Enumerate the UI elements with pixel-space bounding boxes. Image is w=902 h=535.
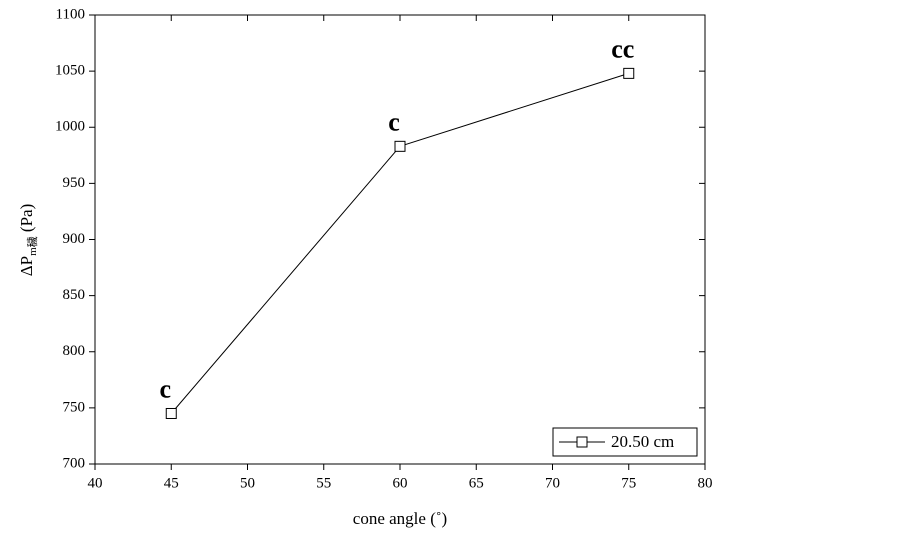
y-label-unit: (Pa) <box>17 204 36 237</box>
x-tick-label: 65 <box>469 475 484 491</box>
y-label-main: ΔP <box>17 256 36 276</box>
x-tick-label: 60 <box>393 475 408 491</box>
x-tick-label: 50 <box>240 475 255 491</box>
y-tick-label: 700 <box>63 455 86 471</box>
x-tick-label: 70 <box>545 475 560 491</box>
legend-label: 20.50 cm <box>611 432 674 451</box>
marker <box>165 407 177 419</box>
y-tick-label: 950 <box>63 175 86 191</box>
marker <box>623 67 635 79</box>
line <box>170 72 629 414</box>
x-tick-label: 75 <box>621 475 636 491</box>
marker <box>394 140 406 152</box>
value-label: c <box>159 374 171 403</box>
value-label: cc <box>611 34 634 63</box>
y-axis-label: ΔPm穢 (Pa) <box>17 204 39 277</box>
y-tick-label: 800 <box>63 343 86 359</box>
value-label: c <box>388 107 400 136</box>
y-tick-label: 1100 <box>56 6 85 22</box>
x-tick-label: 55 <box>316 475 331 491</box>
y-tick-label: 750 <box>63 399 86 415</box>
y-tick-label: 900 <box>63 231 86 247</box>
x-tick-label: 80 <box>698 475 713 491</box>
x-tick-label: 45 <box>164 475 179 491</box>
y-label-sub: m穢 <box>26 236 39 256</box>
x-tick-label: 40 <box>88 475 103 491</box>
y-tick-label: 850 <box>63 287 86 303</box>
x-axis-label: cone angle (˚) <box>353 509 447 528</box>
plot-frame <box>94 14 706 465</box>
legend-marker <box>576 436 588 448</box>
y-tick-label: 1050 <box>55 63 85 79</box>
y-tick-label: 1000 <box>55 119 85 135</box>
